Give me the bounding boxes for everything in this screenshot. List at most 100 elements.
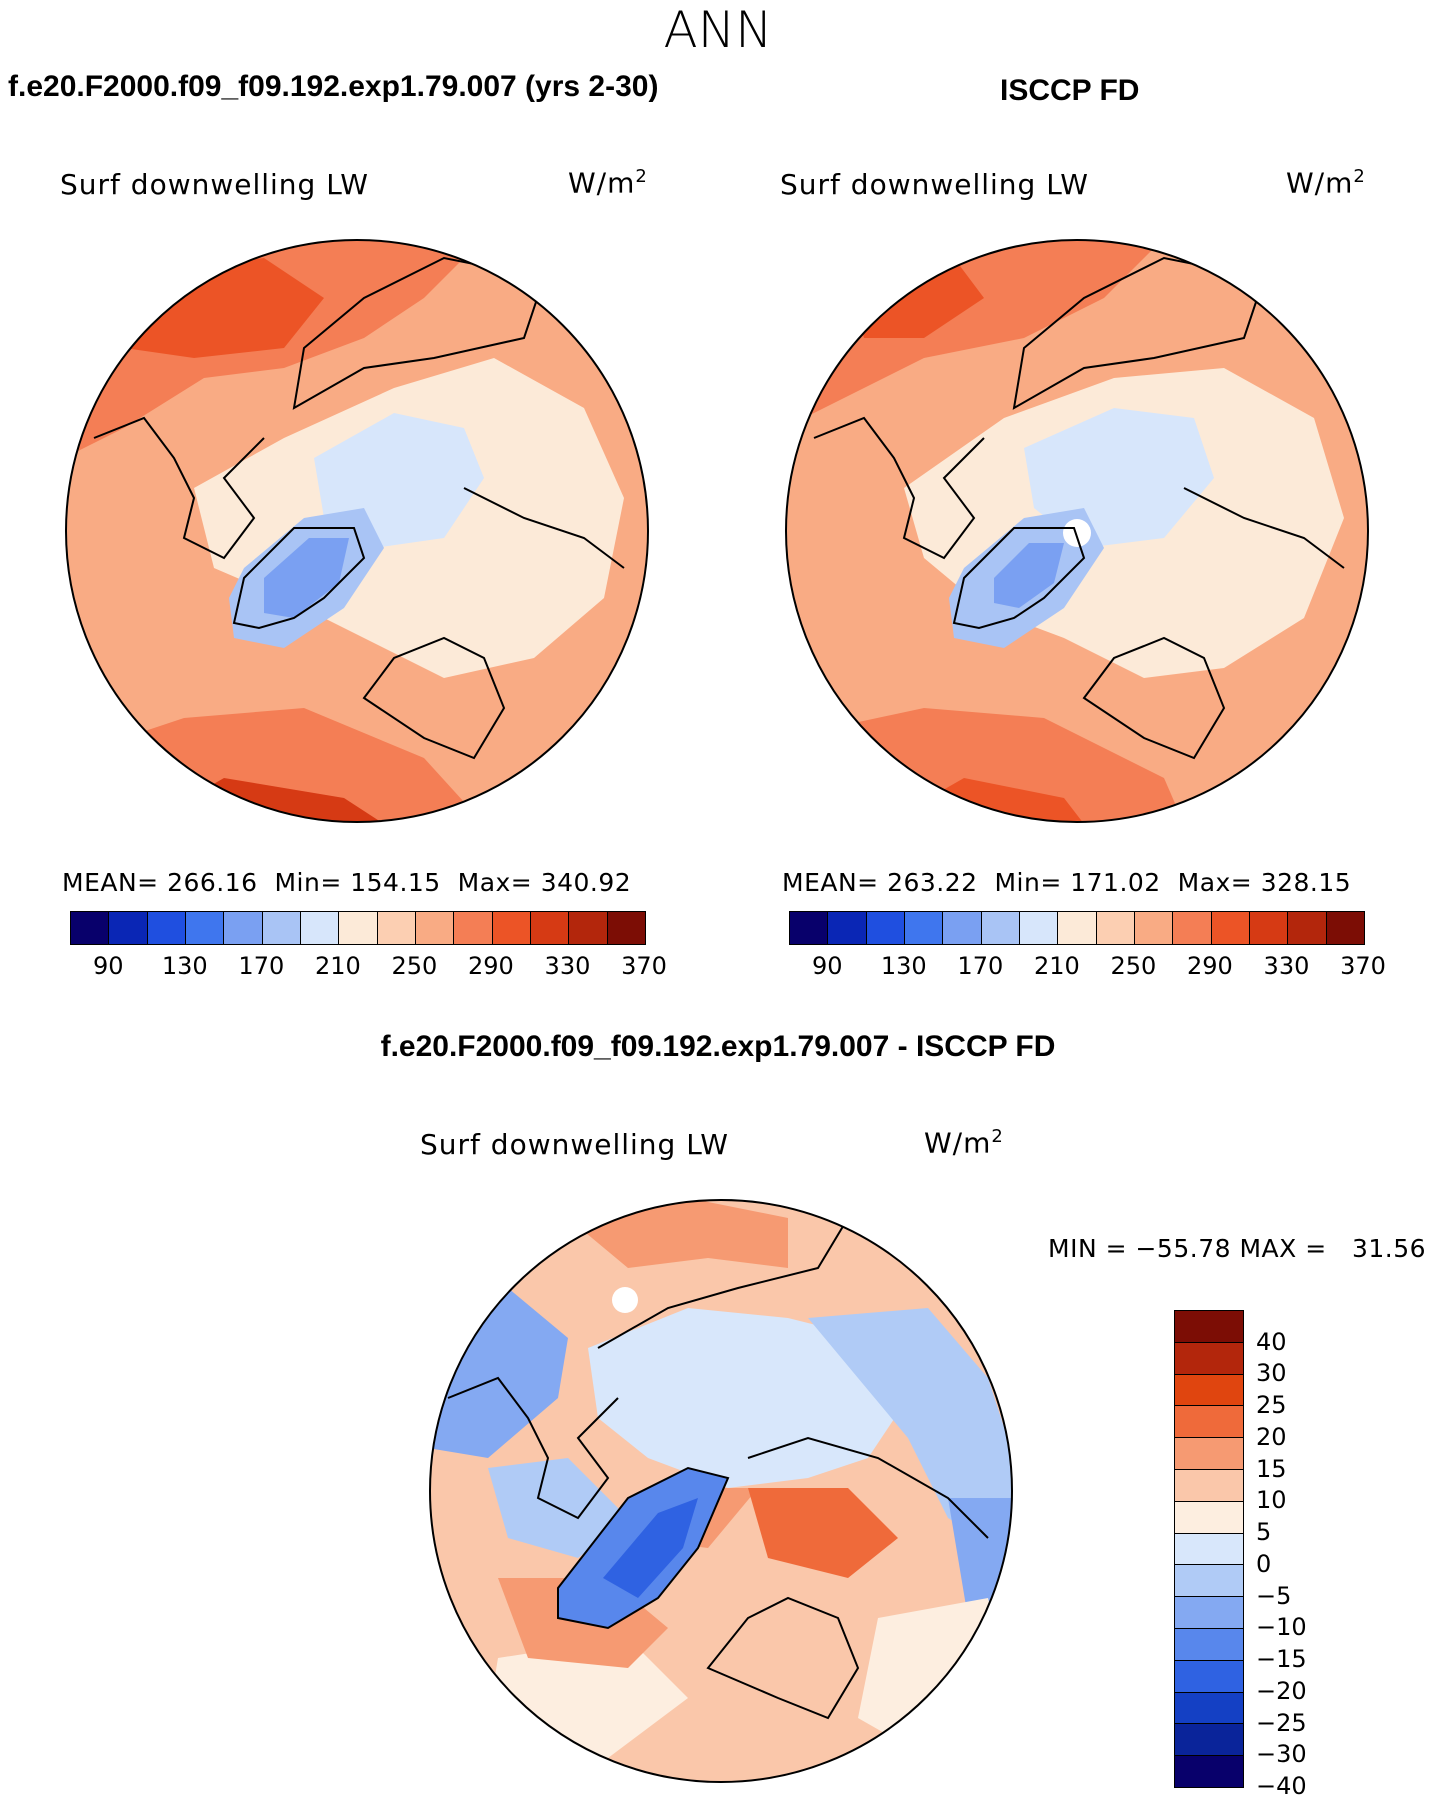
panel1-colorbar-tick-label: 210 [314, 952, 361, 980]
panel1-colorbar-swatch [377, 912, 416, 944]
panel1-colorbar-tick-label: 330 [544, 952, 591, 980]
panel2-title: ISCCP FD [1000, 74, 1140, 107]
panel1-colorbar-swatch [71, 912, 110, 944]
panel1-title: f.e20.F2000.f09_f09.192.exp1.79.007 (yrs… [8, 70, 659, 103]
diff-colorbar-tick-label: −20 [1256, 1676, 1307, 1705]
panel1-colorbar-tick-label: 290 [468, 952, 514, 980]
panel1-field-greenland-core [264, 538, 349, 618]
panel2-colorbar-swatch [866, 912, 905, 944]
panel1-colorbar-swatch [415, 912, 455, 944]
panel2-colorbar-swatch [1211, 912, 1250, 944]
diff-stats: MIN = −55.78 MAX = 31.56 [1048, 1234, 1427, 1263]
panel1-stats: MEAN= 266.16 Min= 154.15 Max= 340.92 [62, 868, 632, 897]
panel1-colorbar-swatch [454, 912, 493, 944]
season-title: ANN [663, 1, 773, 59]
panel2-colorbar-swatch [1288, 912, 1327, 944]
panel2-colorbar-tick-label: 170 [957, 952, 1004, 980]
panel1-colorbar-swatch [109, 912, 148, 944]
panel2-colorbar-swatch [828, 912, 867, 944]
diff-colorbar-tick-label: 10 [1256, 1486, 1287, 1515]
panel1-units: W/m2 [568, 166, 648, 200]
panel1-colorbar-tick-label: 370 [621, 952, 667, 980]
panel1-colorbar-swatch [492, 912, 531, 944]
diff-title: f.e20.F2000.f09_f09.192.exp1.79.007 - IS… [380, 1030, 1056, 1063]
diff-field-eurasia [808, 1308, 1012, 1558]
panel1-colorbar-swatch [224, 912, 263, 944]
diff-map [429, 1199, 1013, 1783]
diff-coast-eurasia [747, 1436, 989, 1539]
panel2-colorbar-swatch [1326, 912, 1364, 944]
diff-colorbar-tick-label: −25 [1256, 1708, 1307, 1737]
panel1-coast-scandinavia [362, 636, 506, 760]
diff-colorbar-tick-label: 5 [1256, 1518, 1272, 1547]
diff-colorbar-ticks: 40 30 25 20 15 10 5 0 −5 −10 −15 −20 −25 −30 −40 [1256, 1310, 1336, 1800]
panel1-colorbar-tick-label: 250 [391, 952, 438, 980]
panel1-colorbar-swatch [569, 912, 608, 944]
diff-colorbar-swatch [1175, 1565, 1243, 1598]
diff-units: W/m2 [924, 1126, 1004, 1160]
diff-colorbar-tick-label: 20 [1256, 1422, 1287, 1451]
diff-colorbar-tick-label: 0 [1256, 1549, 1272, 1578]
panel2-colorbar-tick-label: 330 [1263, 952, 1310, 980]
diff-colorbar-swatch [1175, 1533, 1243, 1566]
panel1-coast-canada [93, 416, 265, 560]
panel1-colorbar-swatch [339, 912, 378, 944]
panel2-colorbar-swatch [981, 912, 1020, 944]
diff-colorbar-swatch [1175, 1342, 1243, 1375]
diff-colorbar-swatch [1175, 1660, 1243, 1693]
diff-field-greenland-core [603, 1498, 698, 1598]
panel2-stats: MEAN= 263.22 Min= 171.02 Max= 328.15 [782, 868, 1352, 897]
diff-map-border [429, 1199, 1013, 1783]
diff-colorbar-tick-label: 15 [1256, 1454, 1287, 1483]
panel1-coast-eurasia [463, 487, 625, 569]
panel1-colorbar-swatch [530, 912, 570, 944]
panel1-colorbar-tick-label: 90 [92, 952, 124, 980]
diff-colorbar-tick-label: −40 [1256, 1772, 1307, 1800]
diff-colorbar-tick-label: 30 [1256, 1359, 1287, 1388]
panel2-coast-eurasia [1183, 487, 1345, 569]
diff-field-norwegian [748, 1488, 898, 1578]
panel2-map [785, 239, 1369, 823]
panel2-colorbar-swatch [1058, 912, 1097, 944]
panel2-colorbar-swatch [1249, 912, 1289, 944]
diff-colorbar-swatch [1175, 1724, 1243, 1757]
panel2-colorbar [789, 911, 1365, 945]
panel1-colorbar-swatch [185, 912, 225, 944]
panel2-map-border [785, 239, 1369, 823]
panel2-coast-greenland [952, 527, 1086, 630]
diff-colorbar-tick-label: 25 [1256, 1391, 1287, 1420]
panel2-colorbar-tick-label: 250 [1110, 952, 1157, 980]
panel2-colorbar-tick-label: 210 [1033, 952, 1080, 980]
panel2-colorbar-tick-label: 130 [880, 952, 927, 980]
diff-colorbar-swatch [1175, 1469, 1243, 1502]
panel2-pole-gap [1063, 519, 1091, 547]
panel1-colorbar [70, 911, 646, 945]
panel2-colorbar-swatch [790, 912, 829, 944]
panel2-coast-scandinavia [1082, 636, 1226, 760]
diff-colorbar-swatch [1175, 1692, 1243, 1725]
panel2-colorbar-swatch [1096, 912, 1135, 944]
panel2-variable: Surf downwelling LW [780, 168, 1089, 201]
panel2-colorbar-swatch [904, 912, 944, 944]
panel1-variable: Surf downwelling LW [60, 168, 369, 201]
diff-colorbar-swatch [1175, 1406, 1243, 1439]
panel2-colorbar-tick-label: 290 [1187, 952, 1233, 980]
panel2-coast-canada [813, 416, 985, 560]
panel1-colorbar-swatch [607, 912, 645, 944]
diff-coast-greenland [557, 1466, 730, 1630]
diff-colorbar-tick-label: −5 [1256, 1581, 1292, 1610]
panel2-colorbar-swatch [1173, 912, 1212, 944]
diff-colorbar [1174, 1310, 1244, 1788]
diff-coast-scandinavia [706, 1596, 860, 1720]
panel1-map-border [65, 239, 649, 823]
diff-colorbar-tick-label: −30 [1256, 1740, 1307, 1769]
panel2-colorbar-swatch [1019, 912, 1059, 944]
panel2-colorbar-tick-label: 90 [811, 952, 843, 980]
diff-pole-gap [612, 1287, 638, 1313]
panel1-colorbar-swatch [147, 912, 186, 944]
panel1-colorbar-swatch [262, 912, 301, 944]
panel2-colorbar-swatch [1134, 912, 1174, 944]
panel2-colorbar-ticks: 90 130 170 210 250 290 330 370 [789, 952, 1386, 982]
diff-variable: Surf downwelling LW [420, 1128, 729, 1161]
panel2-colorbar-tick-label: 370 [1340, 952, 1386, 980]
